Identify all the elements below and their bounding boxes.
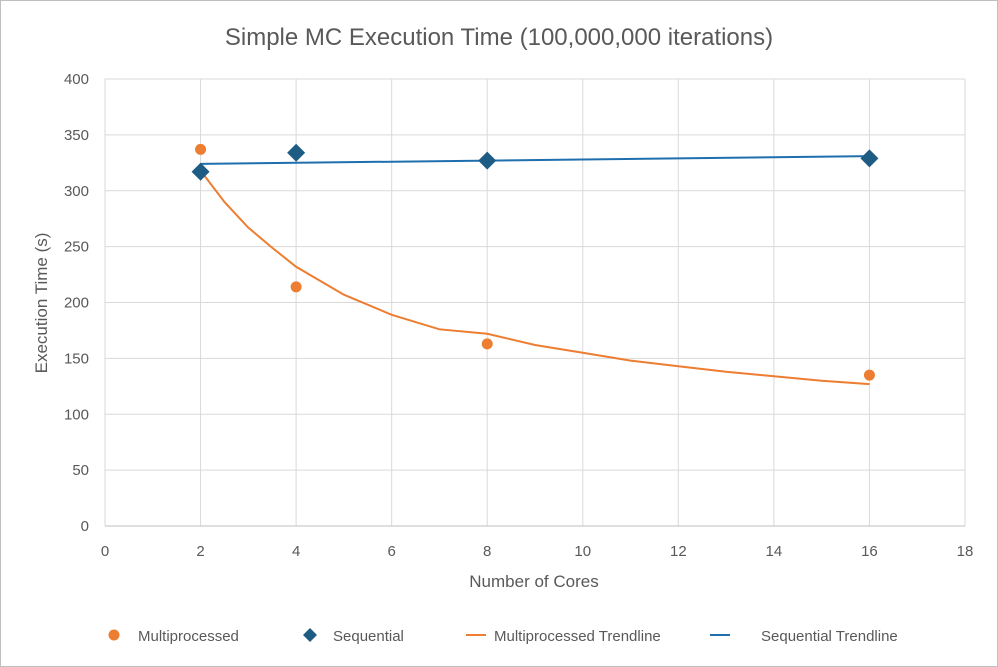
x-tick-label: 8 — [483, 543, 491, 560]
legend-multiprocessed-marker — [108, 629, 120, 641]
y-tick-label: 400 — [64, 71, 89, 88]
sequential-point — [860, 149, 879, 168]
x-tick-label: 14 — [766, 543, 783, 560]
x-tick-label: 4 — [292, 543, 300, 560]
y-tick-label: 200 — [64, 295, 89, 312]
y-tick-label: 100 — [64, 406, 89, 423]
legend-multiprocessed-trendline-label: Multiprocessed Trendline — [494, 628, 661, 645]
y-tick-label: 250 — [64, 239, 89, 256]
legend-sequential-marker — [303, 628, 317, 642]
y-tick-label: 350 — [64, 127, 89, 144]
x-tick-label: 6 — [387, 543, 395, 560]
x-tick-label: 16 — [861, 543, 878, 560]
multiprocessed-point — [481, 338, 493, 350]
legend: Multiprocessed Sequential Multiprocessed T… — [108, 628, 898, 645]
sequential-trendline-line — [200, 155, 870, 165]
y-tick-label: 150 — [64, 350, 89, 367]
x-tick-label: 12 — [670, 543, 687, 560]
sequential-point — [191, 162, 210, 181]
y-axis-title: Execution Time (s) — [32, 233, 51, 374]
y-tick-label: 300 — [64, 183, 89, 200]
x-tick-labels: 0 2 4 6 8 10 12 14 16 18 — [101, 543, 974, 560]
sequential-point — [287, 143, 306, 162]
x-axis-title: Number of Cores — [469, 572, 598, 591]
x-tick-label: 18 — [957, 543, 974, 560]
legend-sequential-trendline-label: Sequential Trendline — [761, 628, 898, 645]
x-tick-label: 10 — [574, 543, 591, 560]
multiprocessed-point — [863, 369, 875, 381]
y-tick-label: 50 — [72, 462, 89, 479]
multiprocessed-point — [195, 143, 207, 155]
x-tick-label: 2 — [196, 543, 204, 560]
x-tick-label: 0 — [101, 543, 109, 560]
y-tick-label: 0 — [81, 518, 89, 535]
legend-sequential-label: Sequential — [333, 628, 404, 645]
plot-area — [191, 143, 879, 386]
legend-multiprocessed-label: Multiprocessed — [138, 628, 239, 645]
multiprocessed-point — [290, 281, 302, 293]
gridlines — [104, 78, 966, 527]
y-tick-labels: 0 50 100 150 200 250 300 350 400 — [64, 71, 89, 535]
chart-title: Simple MC Execution Time (100,000,000 it… — [225, 24, 773, 51]
sequential-point — [478, 151, 497, 170]
multiprocessed-trendline-line — [199, 170, 870, 386]
